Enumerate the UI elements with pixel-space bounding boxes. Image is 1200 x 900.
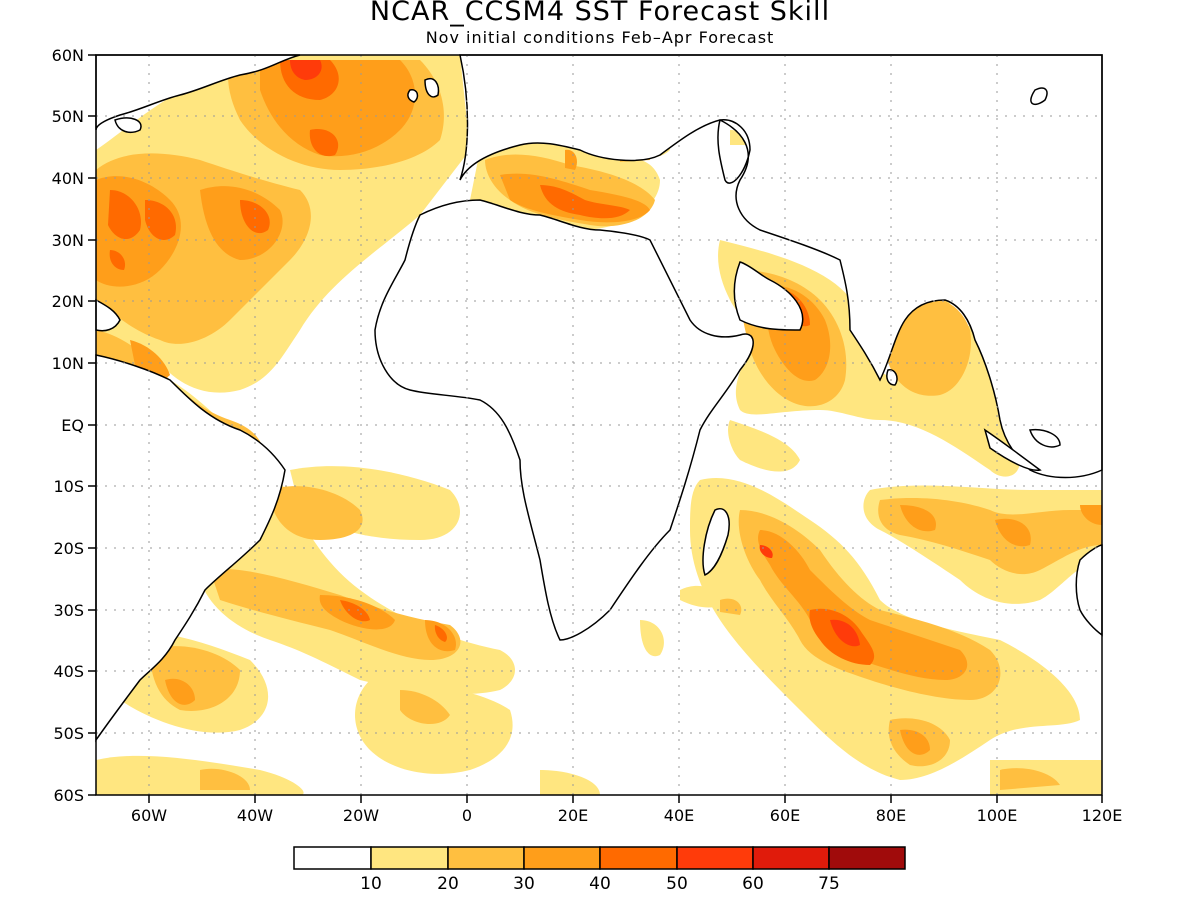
- coastlines: [95, 54, 1103, 743]
- lon-label: 0: [462, 806, 472, 825]
- map-title: NCAR_CCSM4 SST Forecast Skill: [369, 0, 831, 27]
- colorbar-swatch: [599, 846, 678, 870]
- lat-label: 60N: [52, 46, 84, 65]
- lat-label: 40N: [52, 169, 84, 188]
- lon-label: 80E: [876, 806, 906, 825]
- lon-label: 120E: [1082, 806, 1123, 825]
- colorbar-label: 10: [360, 874, 382, 894]
- lon-label: 60W: [131, 806, 167, 825]
- lat-label: 30N: [52, 231, 84, 250]
- lon-label: 60E: [770, 806, 800, 825]
- lon-label: 40W: [237, 806, 273, 825]
- colorbar-swatch: [447, 846, 525, 870]
- lat-label: 50N: [52, 107, 84, 126]
- lat-label: 10N: [52, 354, 84, 373]
- colorbar-labels: 10 20 30 40 50 60 75: [360, 874, 840, 894]
- colorbar-label: 30: [513, 874, 535, 894]
- lon-label: 20E: [558, 806, 588, 825]
- latitude-labels: 60N 50N 40N 30N 20N 10N EQ 10S 20S 30S 4…: [52, 46, 84, 805]
- map-grid: [96, 55, 1102, 795]
- lon-label: 100E: [977, 806, 1018, 825]
- colorbar-label: 50: [666, 874, 688, 894]
- map-subtitle: Nov initial conditions Feb–Apr Forecast: [425, 28, 775, 47]
- skill-field: [96, 55, 1102, 795]
- lat-label: 40S: [53, 662, 84, 681]
- colorbar-label: 60: [742, 874, 764, 894]
- lat-label: 20N: [52, 292, 84, 311]
- lat-label: 20S: [53, 539, 84, 558]
- colorbar: [293, 846, 906, 870]
- lat-label: EQ: [61, 416, 84, 435]
- colorbar-label: 20: [437, 874, 459, 894]
- longitude-labels: 60W 40W 20W 0 20E 40E 60E 80E 100E 120E: [131, 806, 1122, 825]
- colorbar-swatch: [293, 846, 372, 870]
- lat-label: 60S: [53, 786, 84, 805]
- colorbar-swatch: [676, 846, 754, 870]
- colorbar-swatch: [828, 846, 906, 870]
- lat-label: 50S: [53, 724, 84, 743]
- lat-label: 30S: [53, 601, 84, 620]
- colorbar-swatch: [523, 846, 601, 870]
- colorbar-swatch: [752, 846, 830, 870]
- lon-label: 40E: [664, 806, 694, 825]
- colorbar-label: 75: [818, 874, 840, 894]
- colorbar-swatch: [370, 846, 449, 870]
- colorbar-label: 40: [589, 874, 611, 894]
- lat-label: 10S: [53, 477, 84, 496]
- lon-label: 20W: [343, 806, 379, 825]
